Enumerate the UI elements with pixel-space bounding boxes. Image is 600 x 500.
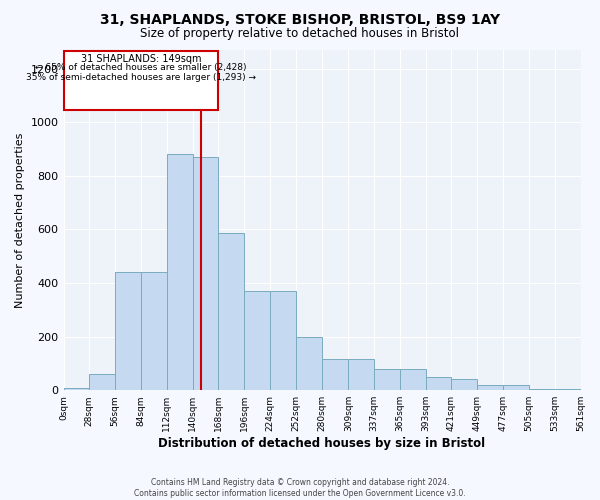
Text: Size of property relative to detached houses in Bristol: Size of property relative to detached ho… <box>140 28 460 40</box>
Bar <box>89 374 115 390</box>
Text: 31 SHAPLANDS: 149sqm: 31 SHAPLANDS: 149sqm <box>80 54 201 64</box>
Bar <box>141 272 167 390</box>
Bar <box>503 385 529 390</box>
Bar <box>193 157 218 390</box>
Bar <box>270 291 296 390</box>
Bar <box>425 377 451 390</box>
Text: 31, SHAPLANDS, STOKE BISHOP, BRISTOL, BS9 1AY: 31, SHAPLANDS, STOKE BISHOP, BRISTOL, BS… <box>100 12 500 26</box>
Bar <box>400 369 425 390</box>
Bar <box>529 389 554 390</box>
Bar <box>322 360 348 390</box>
Bar <box>296 336 322 390</box>
Bar <box>64 388 89 390</box>
X-axis label: Distribution of detached houses by size in Bristol: Distribution of detached houses by size … <box>158 437 485 450</box>
Bar <box>451 380 477 390</box>
Bar <box>64 52 218 110</box>
Bar <box>115 272 141 390</box>
Text: 35% of semi-detached houses are larger (1,293) →: 35% of semi-detached houses are larger (… <box>26 73 256 82</box>
Bar <box>477 385 503 390</box>
Bar <box>554 389 581 390</box>
Y-axis label: Number of detached properties: Number of detached properties <box>15 132 25 308</box>
Bar <box>348 360 374 390</box>
Text: ← 65% of detached houses are smaller (2,428): ← 65% of detached houses are smaller (2,… <box>35 64 247 72</box>
Bar <box>218 234 244 390</box>
Bar <box>374 369 400 390</box>
Text: Contains HM Land Registry data © Crown copyright and database right 2024.
Contai: Contains HM Land Registry data © Crown c… <box>134 478 466 498</box>
Bar <box>167 154 193 390</box>
Bar <box>244 291 270 390</box>
